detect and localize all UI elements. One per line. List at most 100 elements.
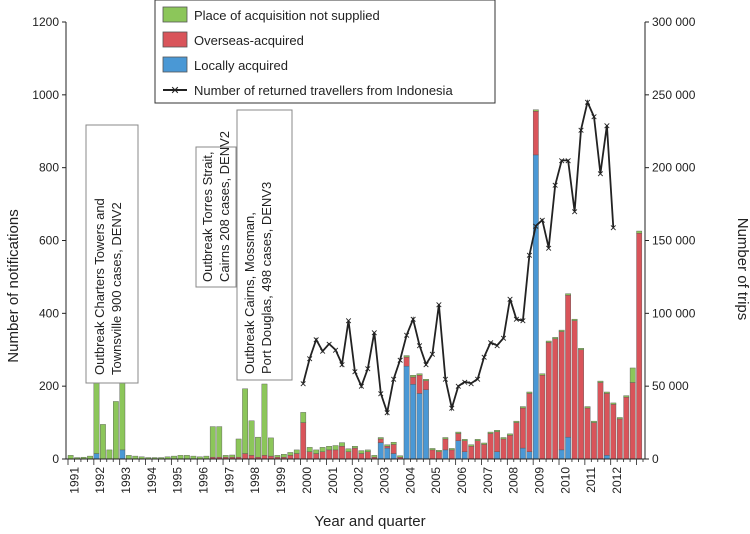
- annotation-3-line2: Port Douglas, 498 cases, DENV3: [259, 182, 274, 374]
- travellers-line: [302, 99, 615, 416]
- x-year-label: 2008: [507, 467, 521, 494]
- bar-overseas: [532, 111, 539, 156]
- travellers-point: ✕: [345, 316, 353, 326]
- bar-overseas: [474, 440, 481, 460]
- travellers-point: ✕: [371, 328, 379, 338]
- travellers-point: ✕: [338, 360, 346, 370]
- bar-not-supplied: [274, 455, 281, 458]
- legend-label-not-supplied: Place of acquisition not supplied: [194, 8, 380, 23]
- y2-tick-label: 0: [652, 452, 659, 466]
- bar-not-supplied: [410, 375, 416, 378]
- x-year-label: 1996: [197, 467, 211, 494]
- bar-not-supplied: [319, 447, 326, 452]
- travellers-point: ✕: [487, 338, 495, 348]
- bar-not-supplied: [377, 437, 384, 440]
- travellers-point: ✕: [299, 379, 307, 389]
- y2-tick-label: 150 000: [652, 234, 696, 248]
- bar-not-supplied: [474, 439, 481, 441]
- bar-not-supplied: [558, 329, 565, 332]
- legend-label-travellers: Number of returned travellers from Indon…: [194, 83, 453, 98]
- bar-overseas: [539, 375, 546, 460]
- bar-not-supplied: [532, 109, 539, 112]
- y-tick-label: 1200: [32, 15, 59, 29]
- bar-not-supplied: [629, 367, 636, 383]
- bar-local: [455, 440, 462, 460]
- travellers-point: ✕: [513, 315, 521, 325]
- bar-not-supplied: [345, 448, 352, 452]
- bar-overseas: [481, 444, 487, 460]
- travellers-point: ✕: [590, 112, 598, 122]
- bar-not-supplied: [358, 450, 365, 454]
- bar-not-supplied: [455, 431, 462, 434]
- travellers-point: ✕: [467, 379, 475, 389]
- annotation-3: Outbreak Cairns, Mossman, Port Douglas, …: [236, 109, 293, 381]
- bar-not-supplied: [352, 446, 358, 449]
- bar-not-supplied: [429, 448, 436, 451]
- bar-not-supplied: [216, 426, 223, 458]
- y2-tick-label: 250 000: [652, 88, 696, 102]
- bar-overseas: [410, 376, 416, 385]
- travellers-point: ✕: [422, 360, 430, 370]
- annotation-2-line1: Outbreak Torres Strait,: [200, 151, 215, 282]
- bar-not-supplied: [591, 420, 597, 423]
- bar-not-supplied: [481, 442, 487, 445]
- x-year-label: 1994: [145, 467, 159, 494]
- y2-axis-title: Number of trips: [734, 218, 750, 321]
- bar-overseas: [604, 393, 610, 456]
- legend-marker-travellers: ✕: [170, 85, 179, 97]
- annotation-1: Outbreak Charters Towers and Townsville …: [85, 124, 139, 384]
- bar-overseas: [578, 349, 584, 460]
- bar-overseas: [610, 404, 617, 460]
- bar-overseas: [345, 451, 352, 460]
- bar-local: [410, 384, 416, 460]
- y2-tick-label: 200 000: [652, 161, 696, 175]
- bar-overseas: [339, 446, 345, 460]
- bar-overseas: [319, 451, 326, 460]
- bar-not-supplied: [390, 442, 397, 445]
- bar-local: [565, 436, 571, 460]
- travellers-point: ✕: [383, 408, 391, 418]
- bar-overseas: [390, 444, 397, 454]
- bar-local: [494, 451, 500, 460]
- bar-overseas: [261, 455, 268, 460]
- bar-overseas: [403, 356, 410, 367]
- bar-not-supplied: [448, 448, 455, 451]
- bar-local: [520, 447, 526, 460]
- y2-tick-label: 100 000: [652, 306, 696, 320]
- bar-not-supplied: [287, 452, 294, 456]
- line-layer: ✕✕✕✕✕✕✕✕✕✕✕✕✕✕✕✕✕✕✕✕✕✕✕✕✕✕✕✕✕✕✕✕✕✕✕✕✕✕✕✕…: [299, 98, 617, 418]
- bar-not-supplied: [306, 447, 313, 452]
- bar-not-supplied: [565, 293, 571, 296]
- bar-local: [532, 154, 539, 460]
- travellers-point: ✕: [461, 377, 469, 387]
- travellers-point: ✕: [332, 345, 340, 355]
- legend-swatch-overseas: [162, 31, 188, 48]
- bar-overseas: [584, 407, 591, 460]
- travellers-point: ✕: [429, 350, 437, 360]
- bar-overseas: [326, 449, 332, 460]
- bar-overseas: [507, 435, 513, 460]
- bar-overseas: [442, 438, 449, 451]
- bar-not-supplied: [222, 455, 229, 458]
- bar-overseas: [352, 447, 358, 460]
- travellers-point: ✕: [390, 374, 398, 384]
- legend-label-local: Locally acquired: [194, 58, 288, 73]
- bar-local: [416, 393, 423, 460]
- bar-overseas: [571, 320, 578, 460]
- bar-not-supplied: [636, 230, 643, 234]
- bar-overseas: [558, 331, 565, 451]
- bar-overseas: [500, 438, 507, 460]
- travellers-point: ✕: [539, 216, 547, 226]
- bar-local: [442, 449, 449, 460]
- bar-local: [604, 455, 610, 460]
- x-year-label: 1998: [248, 467, 262, 494]
- annotation-2: Outbreak Torres Strait, Cairns 208 cases…: [195, 131, 237, 288]
- bars-layer: [67, 109, 643, 460]
- bar-not-supplied: [125, 455, 132, 460]
- bar-local: [403, 365, 410, 460]
- bar-local: [377, 442, 384, 460]
- y-tick-label: 600: [39, 234, 59, 248]
- bar-overseas: [377, 438, 384, 443]
- bar-overseas: [332, 449, 339, 460]
- bar-not-supplied: [184, 455, 190, 460]
